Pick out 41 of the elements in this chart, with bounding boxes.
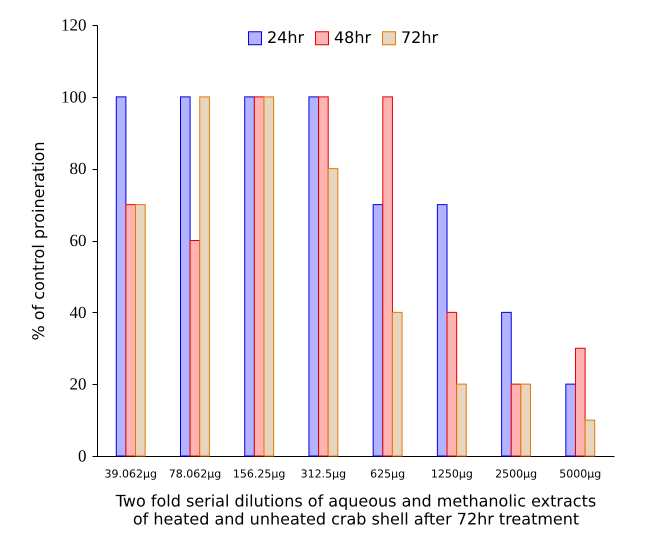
x-tick-label: 2500µg xyxy=(495,468,538,480)
x-tick-label: 5000µg xyxy=(559,468,602,480)
y-tick-label: 0 xyxy=(78,446,86,466)
bar xyxy=(501,312,512,456)
x-tick-label: 1250µg xyxy=(430,468,473,480)
x-tick-label: 156.25µg xyxy=(232,468,286,480)
bar xyxy=(520,384,532,456)
bar xyxy=(392,312,403,456)
bar xyxy=(510,384,522,456)
legend-label: 48hr xyxy=(334,28,372,48)
bar xyxy=(263,96,274,456)
bar xyxy=(244,96,255,456)
bar xyxy=(565,384,576,456)
bar xyxy=(584,420,596,456)
x-tick-label: 312.5µg xyxy=(300,468,346,480)
legend-label: 24hr xyxy=(267,28,304,48)
y-tick-label: 100 xyxy=(61,87,86,106)
bar xyxy=(436,204,448,456)
bar xyxy=(116,96,126,456)
bar xyxy=(446,312,458,456)
bar xyxy=(135,204,146,456)
bar xyxy=(372,204,384,456)
y-tick-label: 80 xyxy=(70,159,86,178)
y-tick-label: 60 xyxy=(70,231,86,250)
bar xyxy=(180,96,191,456)
x-tick-label: 625µg xyxy=(370,468,406,480)
y-axis-title: % of control proineration xyxy=(29,142,48,340)
bar xyxy=(328,168,338,456)
bar xyxy=(456,384,467,456)
bar xyxy=(382,96,393,456)
y-tick-label: 20 xyxy=(70,374,86,394)
bar xyxy=(199,96,210,456)
bar xyxy=(574,348,586,456)
legend-label: 72hr xyxy=(401,28,438,48)
x-tick-label: 39.062µg xyxy=(104,468,157,480)
x-axis-title: Two fold serial dilutions of aqueous and methanolic extracts of heated and unheated crab shell after 72hr treatment xyxy=(114,492,596,528)
bar xyxy=(190,240,200,456)
x-tick-label: 78.062µg xyxy=(168,468,222,480)
y-tick-label: 40 xyxy=(70,302,86,322)
bar xyxy=(318,96,329,456)
y-tick-label: 120 xyxy=(61,16,86,34)
